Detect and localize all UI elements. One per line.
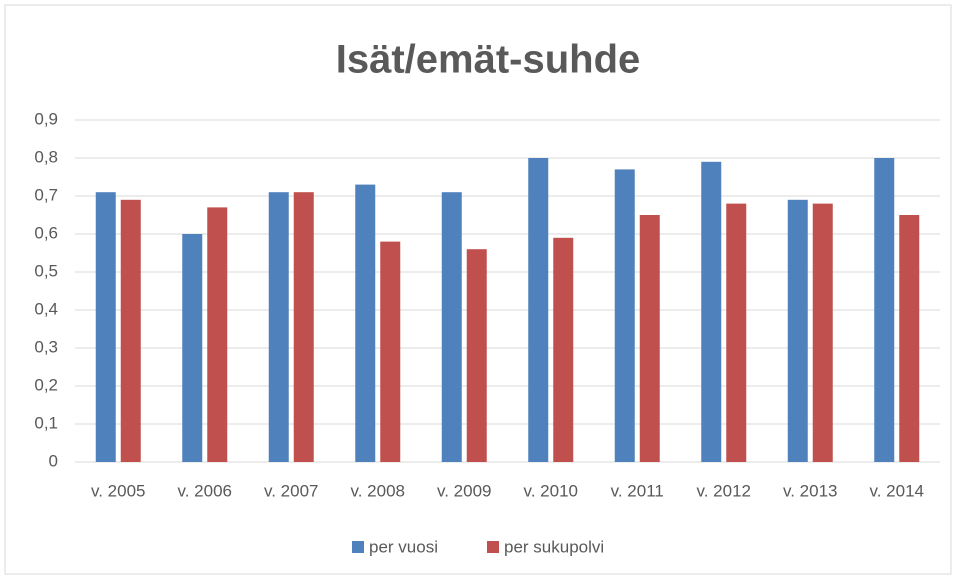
y-tick-label: 0,3: [34, 337, 58, 356]
bar: [380, 241, 401, 462]
y-tick-label: 0,7: [34, 185, 58, 204]
bar: [726, 203, 747, 462]
x-tick-label: v. 2008: [350, 481, 405, 500]
legend-label: per vuosi: [369, 537, 438, 556]
bar: [553, 237, 574, 462]
bar: [120, 199, 141, 463]
y-tick-label: 0,9: [34, 109, 58, 128]
bar: [95, 192, 116, 462]
x-tick-label: v. 2005: [91, 481, 146, 500]
legend-swatch: [352, 541, 364, 553]
bar: [701, 161, 722, 463]
x-tick-label: v. 2013: [783, 481, 838, 500]
bar: [874, 158, 895, 462]
x-tick-label: v. 2010: [523, 481, 578, 500]
bar: [787, 199, 808, 463]
y-tick-label: 0,1: [34, 413, 58, 432]
bar: [293, 192, 314, 462]
y-tick-label: 0,2: [34, 375, 58, 394]
chart-title: Isät/emät-suhde: [336, 38, 641, 82]
y-tick-label: 0,5: [34, 261, 58, 280]
bar: [614, 169, 635, 462]
x-tick-label: v. 2007: [264, 481, 319, 500]
x-tick-label: v. 2011: [611, 481, 664, 500]
x-tick-label: v. 2012: [696, 481, 751, 500]
bar: [207, 207, 228, 462]
x-tick-label: v. 2009: [437, 481, 492, 500]
bar: [466, 249, 487, 462]
bar: [268, 192, 289, 462]
legend-label: per sukupolvi: [504, 537, 604, 556]
y-tick-label: 0: [49, 451, 58, 470]
bar: [182, 234, 203, 462]
bar: [812, 203, 833, 462]
legend-swatch: [487, 541, 499, 553]
x-tick-label: v. 2006: [177, 481, 232, 500]
bar: [639, 215, 660, 462]
x-tick-label: v. 2014: [869, 481, 924, 500]
bar: [899, 215, 920, 462]
bar: [441, 192, 462, 462]
bar: [355, 184, 376, 462]
bar: [528, 158, 549, 462]
y-tick-label: 0,4: [34, 299, 58, 318]
y-tick-label: 0,8: [34, 147, 58, 166]
y-tick-label: 0,6: [34, 223, 58, 242]
